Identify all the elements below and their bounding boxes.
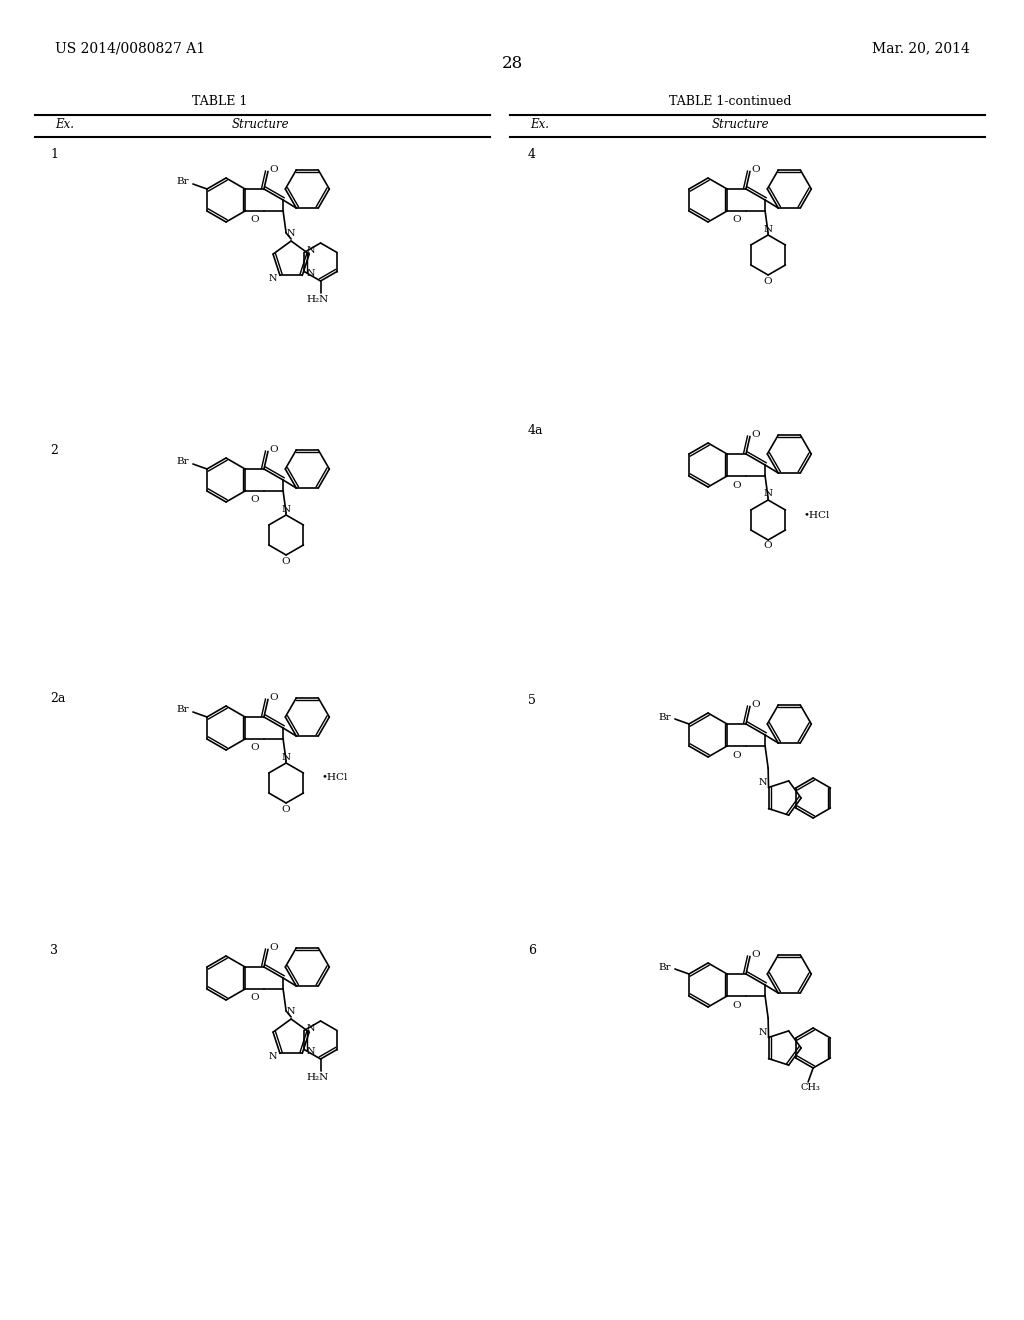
Text: 5: 5 — [528, 693, 536, 706]
Text: O: O — [250, 495, 259, 504]
Text: N: N — [268, 273, 278, 282]
Text: O: O — [250, 215, 259, 224]
Text: O: O — [732, 215, 740, 224]
Text: 4a: 4a — [528, 424, 544, 437]
Text: H₂N: H₂N — [306, 296, 329, 305]
Text: N: N — [282, 752, 291, 762]
Text: Ex.: Ex. — [55, 117, 74, 131]
Text: Br: Br — [176, 458, 189, 466]
Text: N: N — [287, 230, 295, 239]
Text: 6: 6 — [528, 944, 536, 957]
Text: N: N — [759, 1028, 767, 1038]
Text: O: O — [269, 445, 279, 454]
Text: Ex.: Ex. — [530, 117, 549, 131]
Text: 28: 28 — [502, 55, 522, 73]
Text: O: O — [764, 541, 772, 550]
Text: O: O — [752, 950, 760, 958]
Text: N: N — [307, 246, 315, 255]
Text: Br: Br — [658, 962, 671, 972]
Text: 4: 4 — [528, 149, 536, 161]
Text: N: N — [307, 1047, 315, 1056]
Text: CH₃: CH₃ — [800, 1084, 820, 1093]
Text: H₂N: H₂N — [306, 1073, 329, 1082]
Text: O: O — [752, 165, 760, 174]
Text: 1: 1 — [50, 149, 58, 161]
Text: N: N — [287, 1007, 295, 1016]
Text: O: O — [764, 276, 772, 285]
Text: 2: 2 — [50, 444, 58, 457]
Text: O: O — [250, 994, 259, 1002]
Text: O: O — [732, 1001, 740, 1010]
Text: N: N — [764, 224, 773, 234]
Text: Br: Br — [658, 713, 671, 722]
Text: •HCl: •HCl — [322, 774, 347, 783]
Text: O: O — [269, 942, 279, 952]
Text: O: O — [752, 430, 760, 438]
Text: Mar. 20, 2014: Mar. 20, 2014 — [872, 41, 970, 55]
Text: 3: 3 — [50, 944, 58, 957]
Text: TABLE 1: TABLE 1 — [193, 95, 248, 108]
Text: US 2014/0080827 A1: US 2014/0080827 A1 — [55, 41, 205, 55]
Text: •HCl: •HCl — [803, 511, 829, 520]
Text: N: N — [268, 1052, 278, 1061]
Text: N: N — [282, 504, 291, 513]
Text: N: N — [764, 490, 773, 499]
Text: O: O — [269, 165, 279, 174]
Text: O: O — [282, 804, 291, 813]
Text: Structure: Structure — [231, 117, 289, 131]
Text: N: N — [307, 1024, 315, 1034]
Text: O: O — [732, 480, 740, 490]
Text: O: O — [250, 743, 259, 752]
Text: O: O — [752, 700, 760, 709]
Text: N: N — [307, 269, 315, 279]
Text: O: O — [269, 693, 279, 702]
Text: Structure: Structure — [712, 117, 769, 131]
Text: TABLE 1-continued: TABLE 1-continued — [669, 95, 792, 108]
Text: 2a: 2a — [50, 692, 66, 705]
Text: O: O — [282, 557, 291, 565]
Text: O: O — [732, 751, 740, 759]
Text: N: N — [759, 777, 767, 787]
Text: Br: Br — [176, 177, 189, 186]
Text: Br: Br — [176, 705, 189, 714]
